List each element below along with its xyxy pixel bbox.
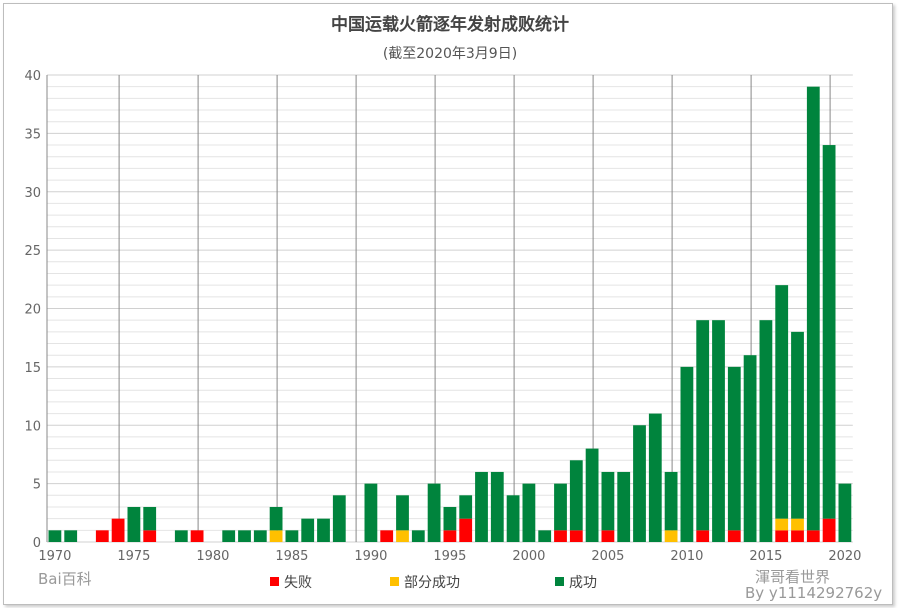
x-tick-label: 2020 <box>828 549 861 564</box>
bar-segment <box>680 366 694 542</box>
bar-segment <box>253 530 267 542</box>
bar-segment <box>664 530 678 542</box>
y-tick-label: 5 <box>33 478 41 493</box>
bar-segment <box>396 495 409 531</box>
bar-segment <box>585 448 599 542</box>
bar-segment <box>475 471 488 542</box>
bar-segment <box>775 285 789 519</box>
bar-segment <box>269 530 283 542</box>
bar-segment <box>459 495 473 519</box>
bar-segment <box>727 366 741 531</box>
bar-segment <box>301 518 315 542</box>
bar-segment <box>522 483 536 542</box>
bar-segment <box>806 530 820 542</box>
x-tick-label: 1985 <box>275 549 308 564</box>
bar-segment <box>95 530 109 542</box>
bar-segment <box>601 471 615 531</box>
bar-segment <box>664 471 678 531</box>
legend-label: 成功 <box>569 575 597 591</box>
bar-segment <box>443 506 457 531</box>
bar-segment <box>648 413 662 542</box>
bar-segment <box>759 320 773 542</box>
bar-segment <box>222 530 236 542</box>
bar-segment <box>127 506 141 542</box>
y-tick-label: 25 <box>24 244 41 259</box>
legend-label: 部分成功 <box>404 575 460 591</box>
bar-segment <box>791 530 804 542</box>
bar-segment <box>364 483 378 542</box>
chart-subtitle: (截至2020年3月9日) <box>383 46 517 62</box>
y-tick-label: 30 <box>24 186 41 201</box>
bar-segment <box>238 530 251 542</box>
y-tick-label: 35 <box>24 127 41 142</box>
watermark-by: By y1114292762y <box>745 584 882 602</box>
chart-title: 中国运载火箭逐年发射成败统计 <box>331 14 569 35</box>
bar-segment <box>443 530 457 542</box>
bar-segment <box>791 331 804 519</box>
y-tick-label: 10 <box>24 419 41 434</box>
bar-segment <box>427 483 441 542</box>
bar-segment <box>775 530 789 542</box>
bar-segment <box>775 518 789 531</box>
bar-segment <box>332 495 346 542</box>
x-tick-label: 1970 <box>38 549 71 564</box>
bar-segment <box>822 518 836 542</box>
x-tick-label: 2010 <box>670 549 703 564</box>
x-tick-label: 1995 <box>433 549 466 564</box>
bar-segment <box>727 530 741 542</box>
bar-segment <box>569 530 583 542</box>
x-tick-label: 1980 <box>196 549 229 564</box>
bar-segment <box>538 530 552 542</box>
bar-segment <box>48 530 62 542</box>
bar-segment <box>554 483 567 531</box>
legend-label: 失败 <box>284 575 312 591</box>
bar-segment <box>569 460 583 531</box>
bar-segment <box>396 530 409 542</box>
bar-segment <box>143 506 157 531</box>
bar-segment <box>190 530 204 542</box>
x-tick-label: 2015 <box>749 549 782 564</box>
bar-segment <box>269 506 283 531</box>
watermark-baike: Bai百科 <box>38 570 92 588</box>
bar-segment <box>411 530 425 542</box>
x-tick-label: 1975 <box>117 549 150 564</box>
bar-segment <box>111 518 125 542</box>
bar-segment <box>380 530 394 542</box>
bar-segment <box>174 530 188 542</box>
bar-segment <box>822 145 836 519</box>
bar-segment <box>617 471 631 542</box>
x-tick-label: 2000 <box>512 549 545 564</box>
x-tick-label: 1990 <box>354 549 387 564</box>
bar-segment <box>806 86 820 531</box>
bar-segment <box>712 320 725 542</box>
bar-segment <box>696 530 710 542</box>
y-tick-label: 15 <box>24 361 41 376</box>
y-tick-label: 40 <box>24 69 41 84</box>
bar-segment <box>633 425 646 542</box>
bar-segment <box>838 483 852 542</box>
bar-segment <box>696 320 710 531</box>
legend-swatch <box>270 577 279 586</box>
bar-segment <box>143 530 157 542</box>
legend-swatch <box>390 577 399 586</box>
bar-segment <box>459 518 473 542</box>
bar-segment <box>285 530 299 542</box>
bar-segment <box>791 518 804 531</box>
bar-segment <box>64 530 78 542</box>
watermark-author: 渾哥看世界 <box>755 568 830 586</box>
y-tick-label: 20 <box>24 303 41 318</box>
bar-segment <box>506 495 520 542</box>
bar-segment <box>601 530 615 542</box>
chart-frame <box>3 3 893 605</box>
bar-segment <box>743 355 757 542</box>
bar-segment <box>317 518 330 542</box>
legend-swatch <box>555 577 564 586</box>
bar-segment <box>490 471 504 542</box>
y-tick-label: 0 <box>33 536 41 551</box>
x-tick-label: 2005 <box>591 549 624 564</box>
bar-segment <box>554 530 567 542</box>
